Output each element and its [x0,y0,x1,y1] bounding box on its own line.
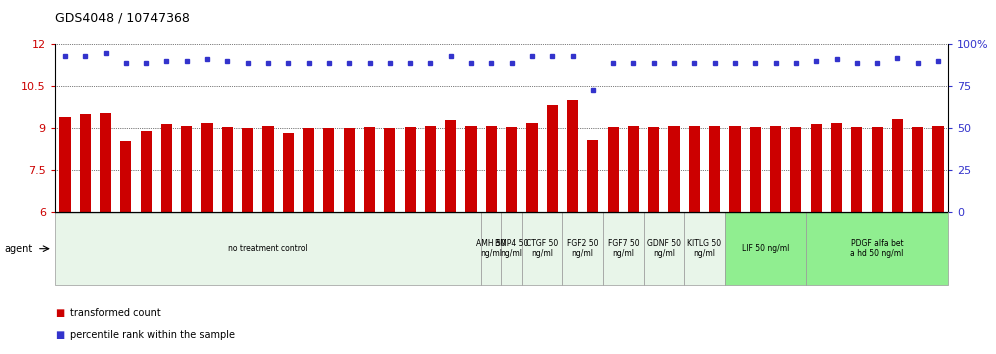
Bar [502,212,522,285]
Text: BMP4 50
ng/ml: BMP4 50 ng/ml [495,239,528,258]
Text: agent: agent [4,244,32,254]
Bar [364,127,375,212]
Bar [603,212,643,285]
Bar [932,126,943,212]
Bar [709,126,720,212]
Text: GDS4048 / 10747368: GDS4048 / 10747368 [55,12,189,25]
Bar [790,127,802,212]
Bar [384,129,395,212]
Bar [506,127,517,212]
Bar [689,126,700,212]
Bar [404,127,415,212]
Text: GDNF 50
ng/ml: GDNF 50 ng/ml [647,239,681,258]
Bar [526,123,538,212]
Text: ■: ■ [55,308,64,318]
Bar [55,212,481,285]
Bar [60,117,71,212]
Bar [324,129,335,212]
Bar [912,127,923,212]
Bar [588,139,599,212]
Bar [770,126,781,212]
Bar [283,132,294,212]
Bar [567,100,578,212]
Bar [563,212,603,285]
Bar [648,127,659,212]
Bar [481,212,502,285]
Bar [242,129,253,212]
Bar [684,212,725,285]
Text: KITLG 50
ng/ml: KITLG 50 ng/ml [687,239,721,258]
Bar [872,127,882,212]
Bar [465,126,477,212]
Text: FGF2 50
ng/ml: FGF2 50 ng/ml [567,239,599,258]
Bar [445,120,456,212]
Bar [100,113,112,212]
Bar [222,127,233,212]
Bar [643,212,684,285]
Bar [303,129,314,212]
Bar [729,126,741,212]
Bar [852,127,863,212]
Bar [121,141,131,212]
Bar [80,114,91,212]
Text: transformed count: transformed count [70,308,160,318]
Bar [486,126,497,212]
Text: LIF 50 ng/ml: LIF 50 ng/ml [742,244,789,253]
Bar [891,119,903,212]
Text: PDGF alfa bet
a hd 50 ng/ml: PDGF alfa bet a hd 50 ng/ml [851,239,903,258]
Bar [725,212,806,285]
Bar [627,126,639,212]
Bar [262,126,274,212]
Text: ■: ■ [55,330,64,339]
Bar [668,126,679,212]
Text: percentile rank within the sample: percentile rank within the sample [70,330,235,339]
Bar [806,212,948,285]
Bar [608,127,619,212]
Bar [161,124,172,212]
Bar [344,129,355,212]
Bar [181,126,192,212]
Bar [522,212,563,285]
Bar [811,124,822,212]
Bar [425,126,436,212]
Bar [140,131,151,212]
Bar [547,104,558,212]
Text: CTGF 50
ng/ml: CTGF 50 ng/ml [526,239,558,258]
Bar [831,123,842,212]
Bar [750,127,761,212]
Text: AMH 50
ng/ml: AMH 50 ng/ml [476,239,506,258]
Bar [201,123,213,212]
Text: FGF7 50
ng/ml: FGF7 50 ng/ml [608,239,639,258]
Text: no treatment control: no treatment control [228,244,308,253]
